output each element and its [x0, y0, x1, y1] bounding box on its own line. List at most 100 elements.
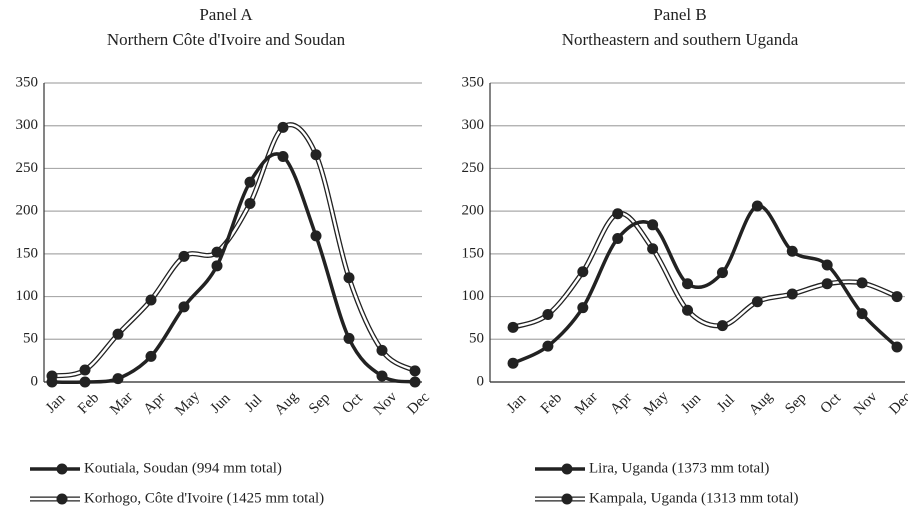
point: [891, 291, 903, 303]
series-line-inner: [51, 123, 416, 378]
point: [542, 309, 554, 321]
panel-subtitle: Northeastern and southern Uganda: [562, 30, 799, 49]
point: [647, 219, 659, 231]
point: [46, 376, 58, 388]
point: [751, 200, 763, 212]
point: [211, 260, 223, 272]
y-tick-label: 250: [462, 160, 485, 176]
x-tick-label: Apr: [607, 390, 635, 418]
x-tick-label: Feb: [538, 390, 565, 417]
point: [79, 364, 91, 376]
legend-marker: [56, 493, 68, 505]
x-tick-label: Nov: [371, 388, 401, 418]
legend-label: Lira, Uganda (1373 mm total): [589, 460, 769, 476]
point: [376, 344, 388, 356]
legend-marker: [561, 463, 573, 475]
point: [891, 341, 903, 353]
point: [821, 278, 833, 290]
point: [856, 308, 868, 320]
point: [277, 150, 289, 162]
point: [821, 259, 833, 271]
x-tick-label: Mar: [107, 389, 136, 418]
y-tick-label: 100: [462, 288, 485, 304]
point: [507, 357, 519, 369]
x-tick-label: Apr: [141, 390, 169, 418]
point: [409, 365, 421, 377]
point: [343, 332, 355, 344]
x-tick-label: Aug: [746, 388, 776, 418]
y-tick-label: 150: [16, 245, 39, 261]
point: [682, 278, 694, 290]
point: [542, 340, 554, 352]
x-tick-label: May: [641, 388, 672, 419]
y-tick-label: 0: [477, 373, 485, 389]
point: [310, 149, 322, 161]
point: [716, 267, 728, 279]
x-tick-label: Jan: [43, 391, 69, 417]
point: [343, 272, 355, 284]
y-tick-label: 50: [23, 331, 38, 347]
x-tick-label: Aug: [272, 388, 302, 418]
point: [647, 243, 659, 255]
legend-marker: [56, 463, 68, 475]
x-tick-label: Jul: [714, 392, 738, 416]
x-tick-label: Nov: [851, 388, 881, 418]
panel-subtitle: Northern Côte d'Ivoire and Soudan: [107, 30, 346, 49]
y-tick-label: 300: [462, 117, 485, 133]
point: [277, 121, 289, 133]
x-tick-label: Dec: [404, 389, 433, 418]
point: [145, 350, 157, 362]
panel-title: Panel A: [199, 5, 253, 24]
point: [682, 304, 694, 316]
y-tick-label: 350: [16, 74, 39, 90]
y-tick-label: 150: [462, 245, 485, 261]
y-tick-label: 350: [462, 74, 485, 90]
legend-marker: [561, 493, 573, 505]
point: [178, 250, 190, 262]
point: [244, 176, 256, 188]
point: [856, 277, 868, 289]
y-tick-label: 100: [16, 288, 39, 304]
point: [786, 288, 798, 300]
x-tick-label: Oct: [817, 390, 844, 417]
point: [376, 370, 388, 382]
y-tick-label: 300: [16, 117, 39, 133]
y-tick-label: 0: [31, 373, 39, 389]
panel-title: Panel B: [653, 5, 706, 24]
point: [612, 208, 624, 220]
point: [211, 246, 223, 258]
point: [409, 376, 421, 388]
point: [112, 328, 124, 340]
point: [577, 302, 589, 314]
x-tick-label: Dec: [886, 389, 908, 418]
point: [716, 320, 728, 332]
x-tick-label: Jul: [242, 392, 266, 416]
point: [178, 301, 190, 313]
point: [507, 321, 519, 333]
legend-label: Koutiala, Soudan (994 mm total): [84, 460, 282, 476]
y-tick-label: 250: [16, 160, 39, 176]
series-line-inner: [512, 212, 898, 329]
series-line: [51, 122, 417, 379]
x-tick-label: Jan: [504, 391, 530, 417]
point: [786, 245, 798, 257]
x-tick-label: Oct: [339, 390, 366, 417]
x-tick-label: May: [172, 388, 203, 419]
y-tick-label: 200: [462, 203, 485, 219]
point: [310, 230, 322, 242]
x-tick-label: Sep: [782, 390, 809, 417]
x-tick-label: Jun: [208, 390, 234, 416]
point: [244, 197, 256, 209]
point: [577, 266, 589, 278]
point: [145, 294, 157, 306]
y-tick-label: 200: [16, 203, 39, 219]
point: [751, 296, 763, 308]
point: [112, 373, 124, 385]
legend-label: Korhogo, Côte d'Ivoire (1425 mm total): [84, 490, 324, 506]
x-tick-label: Mar: [572, 389, 601, 418]
x-tick-label: Feb: [75, 390, 102, 417]
legend-label: Kampala, Uganda (1313 mm total): [589, 490, 799, 506]
x-tick-label: Sep: [306, 390, 333, 417]
x-tick-label: Jun: [678, 390, 704, 416]
